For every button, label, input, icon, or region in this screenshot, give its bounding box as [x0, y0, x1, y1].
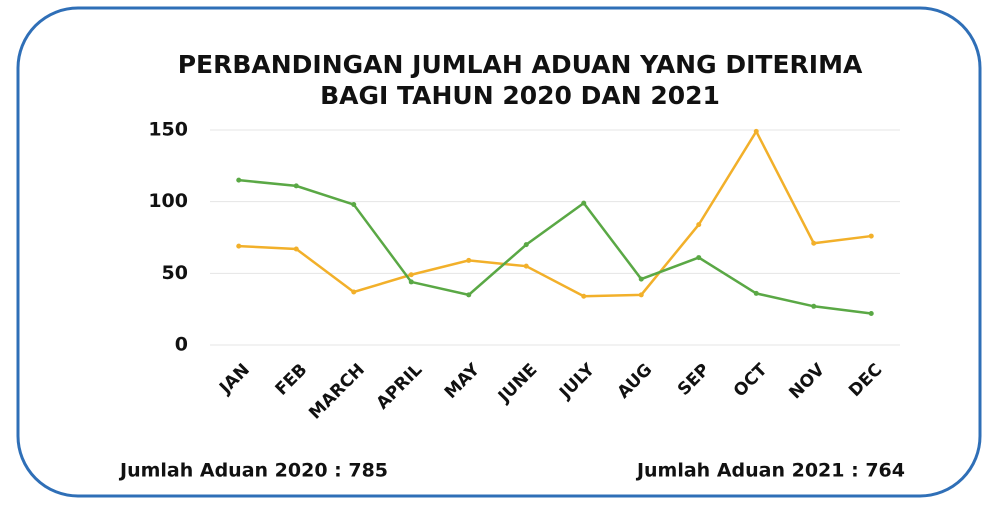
point	[351, 202, 357, 208]
point	[408, 272, 414, 278]
point	[236, 243, 242, 249]
point	[696, 222, 702, 228]
series-line	[238, 178, 872, 315]
y-tick-label: 150	[148, 119, 188, 141]
point	[523, 263, 529, 269]
point	[293, 246, 299, 252]
point	[523, 242, 529, 248]
point	[811, 303, 817, 309]
point	[351, 289, 357, 295]
point	[753, 128, 759, 134]
annotation: Jumlah Aduan 2021 : 764	[635, 460, 905, 482]
series-line	[238, 128, 872, 298]
point	[638, 292, 644, 298]
point	[581, 293, 587, 299]
point	[466, 292, 472, 298]
point	[236, 177, 242, 183]
point	[753, 290, 759, 296]
point	[868, 310, 874, 316]
annotation: Jumlah Aduan 2020 : 785	[118, 460, 388, 482]
point	[811, 240, 817, 246]
point	[868, 233, 874, 239]
chart-title: PERBANDINGAN JUMLAH ADUAN YANG DITERIMA	[178, 50, 863, 79]
point	[466, 257, 472, 263]
point	[293, 183, 299, 189]
point	[581, 200, 587, 206]
chart-title: BAGI TAHUN 2020 DAN 2021	[320, 81, 720, 110]
point	[696, 255, 702, 261]
y-tick-label: 100	[148, 190, 188, 212]
y-tick-label: 50	[162, 262, 188, 284]
y-tick-label: 0	[175, 334, 188, 356]
point	[408, 279, 414, 285]
point	[638, 276, 644, 282]
